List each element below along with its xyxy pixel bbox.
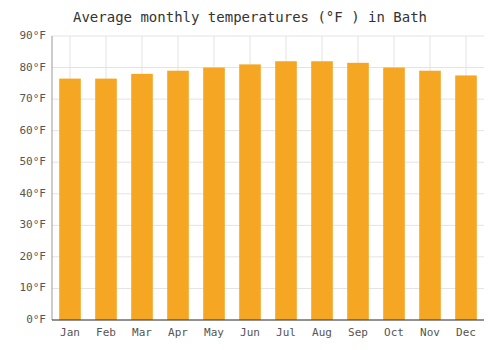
y-tick-label: 0°F: [26, 313, 46, 326]
grid: [52, 36, 484, 320]
y-grid-line: [52, 36, 484, 37]
x-tick-label: Dec: [456, 326, 476, 339]
y-tick-label: 30°F: [20, 218, 47, 231]
y-grid-line: [52, 67, 484, 68]
y-tick-label: 10°F: [20, 281, 47, 294]
y-tick-label: 60°F: [20, 124, 47, 137]
bar: [131, 74, 153, 320]
x-tick-label: Mar: [132, 326, 152, 339]
y-grid-line: [52, 320, 484, 321]
x-tick-label: May: [204, 326, 224, 339]
chart-container: 0°F 10°F 20°F 30°F 40°F 50°F 60°F 70°F 80°F 90°F J…: [0, 0, 500, 350]
x-tick-label: Feb: [96, 326, 116, 339]
x-axis-line: [52, 320, 484, 321]
y-tick-label: 80°F: [20, 61, 47, 74]
x-tick-label: Jun: [240, 326, 260, 339]
bar: [275, 61, 297, 320]
y-tick-label: 50°F: [20, 155, 47, 168]
bar: [59, 79, 81, 320]
y-tick-label: 40°F: [20, 187, 47, 200]
x-tick-label: Jul: [276, 326, 296, 339]
bar: [347, 63, 369, 320]
x-tick-label: Sep: [348, 326, 368, 339]
x-tick-label: Jan: [60, 326, 80, 339]
x-tick-label: Aug: [312, 326, 332, 339]
y-tick-label: 90°F: [20, 29, 47, 42]
y-tick-label: 70°F: [20, 92, 47, 105]
chart: 0°F 10°F 20°F 30°F 40°F 50°F 60°F 70°F 80°F 90°F J…: [0, 0, 500, 350]
y-axis: 0°F 10°F 20°F 30°F 40°F 50°F 60°F 70°F 80°F 90°F: [20, 29, 53, 326]
title: Average monthly temperatures (°F ) in Ba…: [73, 9, 427, 25]
bar: [383, 68, 405, 320]
x-tick-label: Nov: [420, 326, 440, 339]
bar: [203, 68, 225, 320]
bar: [455, 75, 477, 320]
x-axis: Jan Feb Mar Apr May Jun Jul Aug Sep Oct Nov Dec: [52, 320, 484, 339]
bar: [311, 61, 333, 320]
bars: [59, 61, 477, 320]
y-axis-line: [52, 36, 53, 320]
y-tick-label: 20°F: [20, 250, 47, 263]
x-tick-label: Apr: [168, 326, 188, 339]
bar: [419, 71, 441, 320]
x-tick-label: Oct: [384, 326, 404, 339]
bar: [167, 71, 189, 320]
bar: [95, 79, 117, 320]
bar: [239, 64, 261, 320]
